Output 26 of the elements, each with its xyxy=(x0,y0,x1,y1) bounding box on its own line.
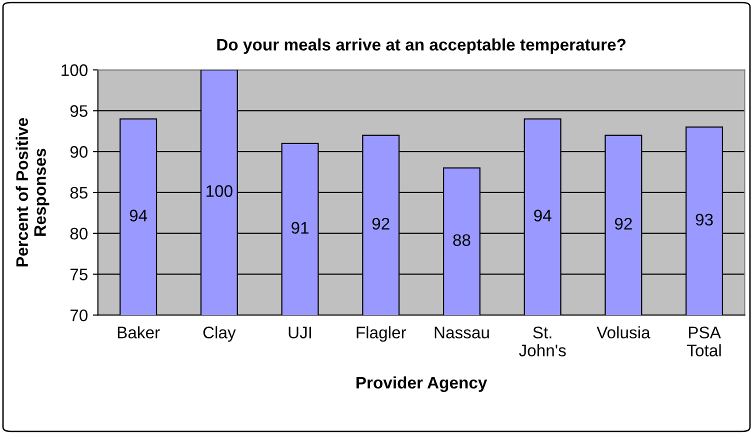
data-label: 88 xyxy=(453,234,470,246)
x-tick-label: Volusia xyxy=(596,326,650,338)
x-tick-label: St. John's xyxy=(519,326,566,356)
y-tick-label: 80 xyxy=(70,228,88,240)
data-label: 91 xyxy=(292,222,308,234)
x-tick-label: PSA Total xyxy=(687,326,721,356)
chart-title: Do your meals arrive at an acceptable temperature? xyxy=(217,38,626,54)
data-label: 92 xyxy=(372,218,390,230)
x-tick-label: Clay xyxy=(203,326,236,342)
x-axis-title: Provider Agency xyxy=(356,376,488,392)
y-tick-label: 70 xyxy=(70,309,88,322)
data-label: 94 xyxy=(534,210,552,222)
y-tick-label: 95 xyxy=(70,105,88,117)
y-tick-label: 85 xyxy=(70,186,88,199)
y-tick-label: 90 xyxy=(70,146,88,158)
data-label: 93 xyxy=(696,214,713,226)
data-label: 94 xyxy=(130,210,148,222)
x-tick-label: UJI xyxy=(288,326,311,338)
data-label: 100 xyxy=(206,185,232,197)
y-tick-label: 100 xyxy=(62,64,88,76)
y-axis-title: Percent of Positive Responses xyxy=(16,118,50,266)
y-tick-label: 75 xyxy=(70,268,88,280)
x-tick-label: Baker xyxy=(118,326,160,338)
data-label: 92 xyxy=(614,218,632,230)
x-tick-label: Flagler xyxy=(356,326,406,342)
x-tick-label: Nassau xyxy=(434,326,489,338)
